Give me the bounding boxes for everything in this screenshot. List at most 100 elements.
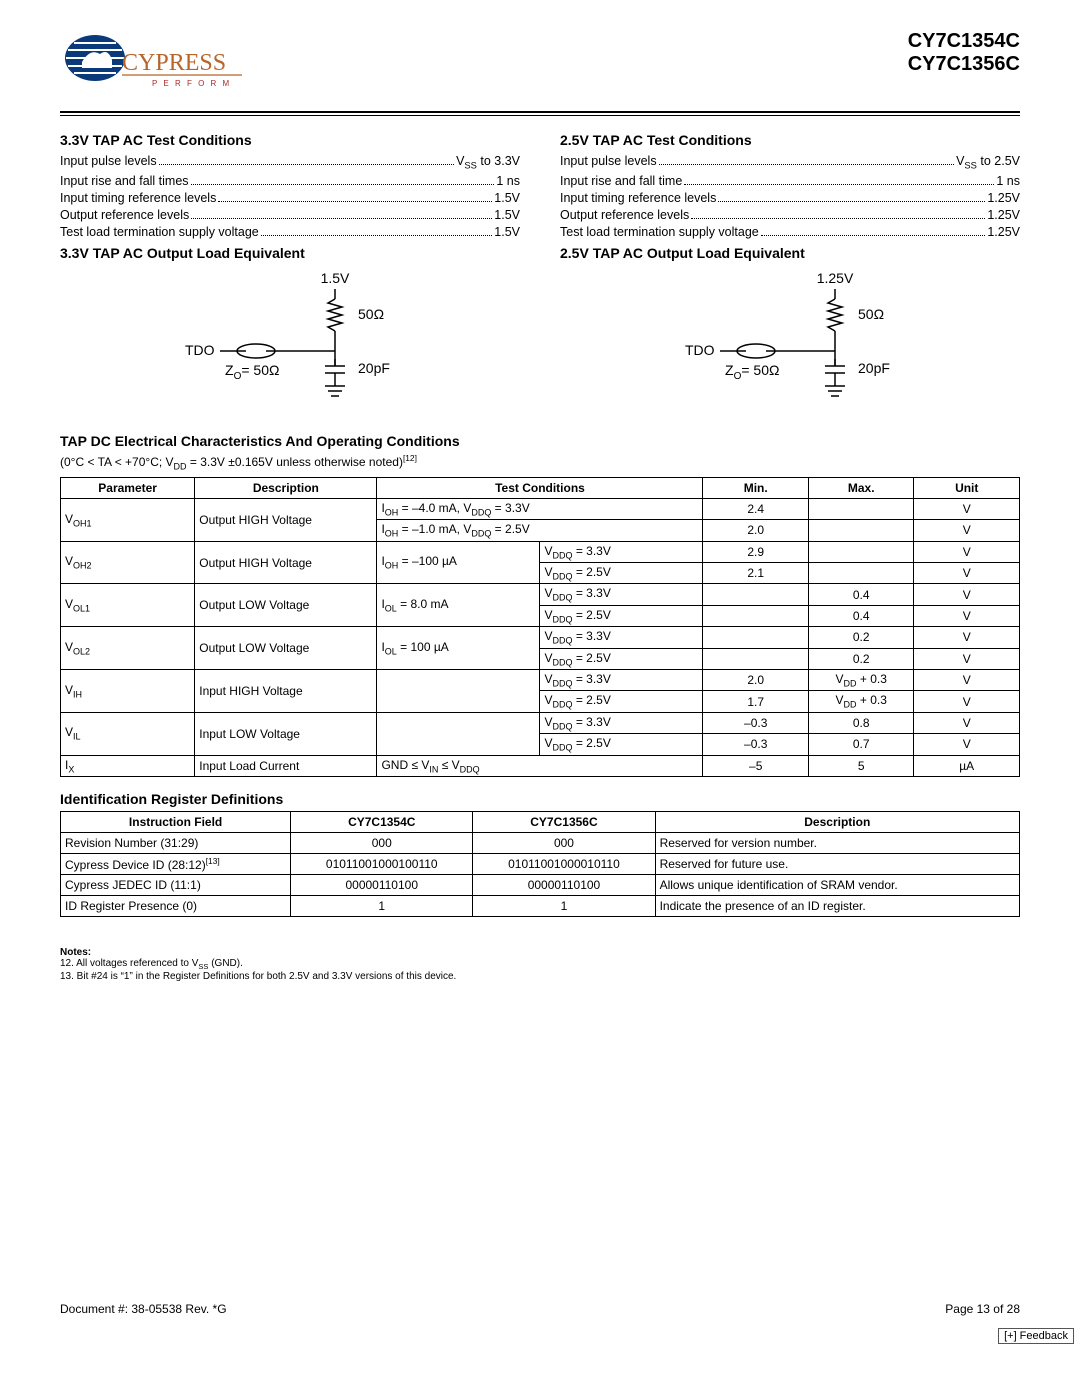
id-row: ID Register Presence (0)11Indicate the p… — [61, 895, 1020, 916]
dc-condition: (0°C < TA < +70°C; VDD = 3.3V ±0.165V un… — [60, 453, 1020, 471]
leader-dots — [218, 192, 492, 202]
svg-text:ZO= 50Ω: ZO= 50Ω — [225, 362, 279, 382]
leader-dots — [191, 175, 495, 185]
leader-label: Test load termination supply voltage — [60, 225, 259, 239]
note-12: 12. All voltages referenced to VSS (GND)… — [60, 958, 1020, 971]
leader-label: Output reference levels — [60, 208, 189, 222]
tap25-row: Input rise and fall time 1 ns — [560, 174, 1020, 188]
tap33-row: Input rise and fall times 1 ns — [60, 174, 520, 188]
leader-value: 1.25V — [987, 225, 1020, 239]
dc-row: VOH2Output HIGH VoltageIOH = –100 µAVDDQ… — [61, 541, 1020, 562]
load33-title: 3.3V TAP AC Output Load Equivalent — [60, 245, 520, 261]
tap33-row: Output reference levels 1.5V — [60, 208, 520, 222]
id-th: Description — [655, 811, 1019, 832]
id-row: Cypress JEDEC ID (11:1)00000110100000001… — [61, 874, 1020, 895]
page-header: CYPRESS P E R F O R M CY7C1354C CY7C1356… — [60, 30, 1020, 103]
dc-row: IXInput Load CurrentGND ≤ VIN ≤ VDDQ–55µ… — [61, 755, 1020, 776]
id-row: Cypress Device ID (28:12)[13]01011001000… — [61, 853, 1020, 874]
part-number-2: CY7C1356C — [908, 53, 1020, 76]
leader-value: 1 ns — [996, 174, 1020, 188]
dc-row: VILInput LOW VoltageVDDQ = 3.3V–0.30.8V — [61, 712, 1020, 733]
id-row: Revision Number (31:29)000000Reserved fo… — [61, 832, 1020, 853]
cypress-logo: CYPRESS P E R F O R M — [60, 30, 260, 103]
id-th: Instruction Field — [61, 811, 291, 832]
page-number: Page 13 of 28 — [945, 1302, 1020, 1316]
header-rule-thin — [60, 115, 1020, 116]
notes-title: Notes: — [60, 947, 1020, 958]
svg-text:P E R F O R M: P E R F O R M — [152, 79, 231, 88]
id-th: CY7C1354C — [291, 811, 473, 832]
tap33-row: Input timing reference levels 1.5V — [60, 191, 520, 205]
leader-value: 1.25V — [987, 191, 1020, 205]
svg-text:20pF: 20pF — [858, 360, 890, 376]
tap25-row: Input timing reference levels 1.25V — [560, 191, 1020, 205]
leader-label: Output reference levels — [560, 208, 689, 222]
dc-table: ParameterDescriptionTest ConditionsMin.M… — [60, 477, 1020, 777]
leader-dots — [684, 175, 994, 185]
leader-value: 1.5V — [494, 225, 520, 239]
notes: Notes: 12. All voltages referenced to VS… — [60, 947, 1020, 982]
leader-value: 1.5V — [494, 191, 520, 205]
leader-label: Input pulse levels — [560, 154, 657, 168]
leader-label: Input pulse levels — [60, 154, 157, 168]
leader-dots — [261, 226, 493, 236]
leader-label: Input rise and fall times — [60, 174, 189, 188]
tap25-row: Input pulse levels VSS to 2.5V — [560, 154, 1020, 171]
leader-dots — [191, 209, 492, 219]
svg-text:CYPRESS: CYPRESS — [122, 50, 226, 76]
tap25-title: 2.5V TAP AC Test Conditions — [560, 132, 1020, 148]
idreg-table: Instruction FieldCY7C1354CCY7C1356CDescr… — [60, 811, 1020, 917]
dc-title: TAP DC Electrical Characteristics And Op… — [60, 433, 1020, 449]
tap33-row: Input pulse levels VSS to 3.3V — [60, 154, 520, 171]
svg-text:50Ω: 50Ω — [358, 306, 384, 322]
feedback-button[interactable]: [+] Feedback — [998, 1328, 1074, 1344]
note-13: 13. Bit #24 is “1” in the Register Defin… — [60, 971, 1020, 982]
dc-th: Min. — [703, 477, 808, 498]
leader-label: Input rise and fall time — [560, 174, 682, 188]
page-footer: Document #: 38-05538 Rev. *G Page 13 of … — [60, 1302, 1020, 1326]
leader-label: Test load termination supply voltage — [560, 225, 759, 239]
dc-row: VOL2Output LOW VoltageIOL = 100 µAVDDQ =… — [61, 627, 1020, 648]
tap25-row: Output reference levels 1.25V — [560, 208, 1020, 222]
tap25-row: Test load termination supply voltage 1.2… — [560, 225, 1020, 239]
svg-text:ZO= 50Ω: ZO= 50Ω — [725, 362, 779, 382]
id-th: CY7C1356C — [473, 811, 655, 832]
dc-th: Test Conditions — [377, 477, 703, 498]
load33-circuit: 1.5V 50Ω TDO ZO= 50Ω 20pF — [60, 267, 520, 419]
svg-text:1.5V: 1.5V — [321, 271, 350, 286]
dc-th: Parameter — [61, 477, 195, 498]
leader-value: VSS to 3.3V — [456, 154, 520, 171]
leader-label: Input timing reference levels — [560, 191, 716, 205]
leader-label: Input timing reference levels — [60, 191, 216, 205]
leader-dots — [659, 155, 954, 165]
header-rule-thick — [60, 111, 1020, 113]
leader-value: VSS to 2.5V — [956, 154, 1020, 171]
dc-row: VIHInput HIGH VoltageVDDQ = 3.3V2.0VDD +… — [61, 670, 1020, 691]
load25-title: 2.5V TAP AC Output Load Equivalent — [560, 245, 1020, 261]
tap33-title: 3.3V TAP AC Test Conditions — [60, 132, 520, 148]
leader-dots — [761, 226, 986, 236]
svg-text:TDO: TDO — [185, 342, 215, 358]
svg-text:TDO: TDO — [685, 342, 715, 358]
feedback-bar: [+] Feedback — [0, 1326, 1080, 1358]
idreg-title: Identification Register Definitions — [60, 791, 1020, 807]
part-numbers: CY7C1354C CY7C1356C — [908, 30, 1020, 76]
dc-th: Description — [195, 477, 377, 498]
load25-circuit: 1.25V 50Ω TDO ZO= 50Ω 20pF — [560, 267, 1020, 419]
leader-dots — [718, 192, 985, 202]
doc-number: Document #: 38-05538 Rev. *G — [60, 1302, 227, 1316]
dc-th: Max. — [808, 477, 913, 498]
dc-row: VOH1Output HIGH VoltageIOH = –4.0 mA, VD… — [61, 498, 1020, 519]
svg-text:50Ω: 50Ω — [858, 306, 884, 322]
leader-value: 1.5V — [494, 208, 520, 222]
svg-text:1.25V: 1.25V — [817, 271, 854, 286]
leader-dots — [691, 209, 985, 219]
dc-row: VOL1Output LOW VoltageIOL = 8.0 mAVDDQ =… — [61, 584, 1020, 605]
leader-dots — [159, 155, 454, 165]
leader-value: 1.25V — [987, 208, 1020, 222]
svg-text:20pF: 20pF — [358, 360, 390, 376]
dc-th: Unit — [914, 477, 1020, 498]
leader-value: 1 ns — [496, 174, 520, 188]
tap33-row: Test load termination supply voltage 1.5V — [60, 225, 520, 239]
part-number-1: CY7C1354C — [908, 30, 1020, 53]
